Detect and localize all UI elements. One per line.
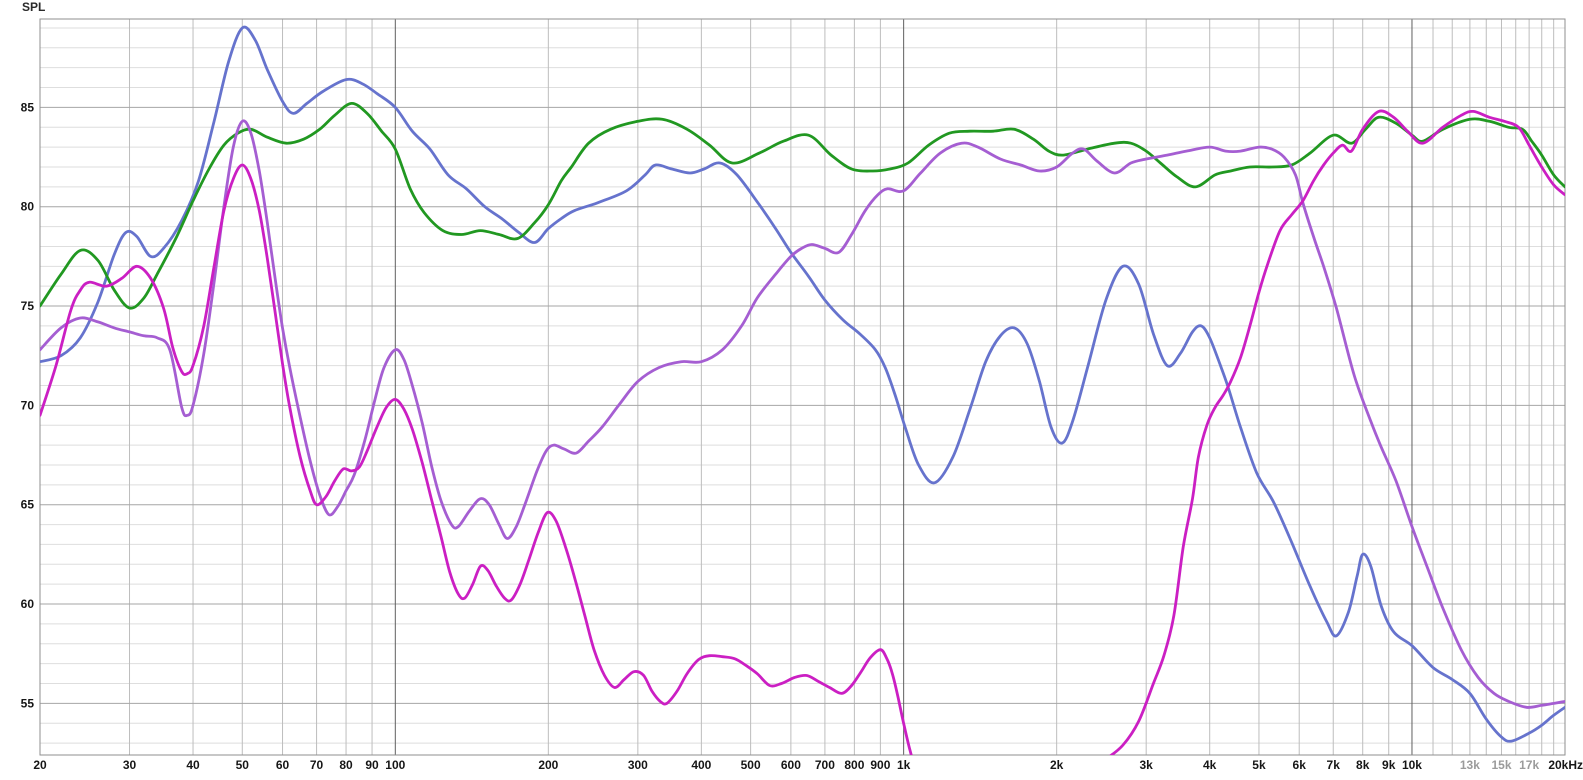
x-tick-label: 70 — [310, 758, 324, 772]
y-tick-label: 65 — [21, 498, 35, 512]
x-tick-label: 60 — [276, 758, 290, 772]
x-tick-label: 8k — [1356, 758, 1370, 772]
x-tick-label: 500 — [741, 758, 761, 772]
x-tick-label: 20kHz — [1548, 758, 1583, 772]
x-tick-label: 10k — [1402, 758, 1422, 772]
y-tick-label: 80 — [21, 200, 35, 214]
x-tick-label: 5k — [1252, 758, 1266, 772]
x-tick-label: 700 — [815, 758, 835, 772]
x-tick-label: 300 — [628, 758, 648, 772]
plot-border — [39, 18, 1566, 756]
x-tick-label: 2k — [1050, 758, 1064, 772]
x-tick-label: 7k — [1327, 758, 1341, 772]
x-tick-label: 13k — [1460, 758, 1480, 772]
x-tick-label: 4k — [1203, 758, 1217, 772]
y-tick-label: 55 — [21, 696, 35, 710]
x-tick-label: 15k — [1491, 758, 1511, 772]
x-tick-label: 400 — [691, 758, 711, 772]
x-tick-label: 50 — [236, 758, 250, 772]
x-tick-label: 1k — [897, 758, 911, 772]
x-tick-label: 90 — [365, 758, 379, 772]
x-tick-label: 80 — [339, 758, 353, 772]
x-tick-label: 600 — [781, 758, 801, 772]
y-tick-label: 75 — [21, 299, 35, 313]
series-purple-curve — [40, 119, 1565, 709]
x-tick-label: 40 — [186, 758, 200, 772]
y-tick-label: 85 — [21, 100, 35, 114]
x-tick-label: 17k — [1519, 758, 1539, 772]
x-tick-label: 20 — [33, 758, 47, 772]
x-tick-label: 6k — [1293, 758, 1307, 772]
x-tick-label: 200 — [538, 758, 558, 772]
x-tick-label: 3k — [1140, 758, 1154, 772]
y-tick-label: 60 — [21, 597, 35, 611]
series-green-curve — [40, 102, 1565, 310]
x-tick-label: 100 — [385, 758, 405, 772]
x-tick-label: 900 — [870, 758, 890, 772]
y-tick-label: 70 — [21, 398, 35, 412]
series-magenta-curve — [40, 109, 1565, 755]
x-tick-label: 30 — [123, 758, 137, 772]
y-axis-title: SPL — [22, 0, 45, 14]
x-tick-label: 800 — [844, 758, 864, 772]
series-blue-curve — [40, 25, 1565, 743]
x-tick-label: 9k — [1382, 758, 1396, 772]
